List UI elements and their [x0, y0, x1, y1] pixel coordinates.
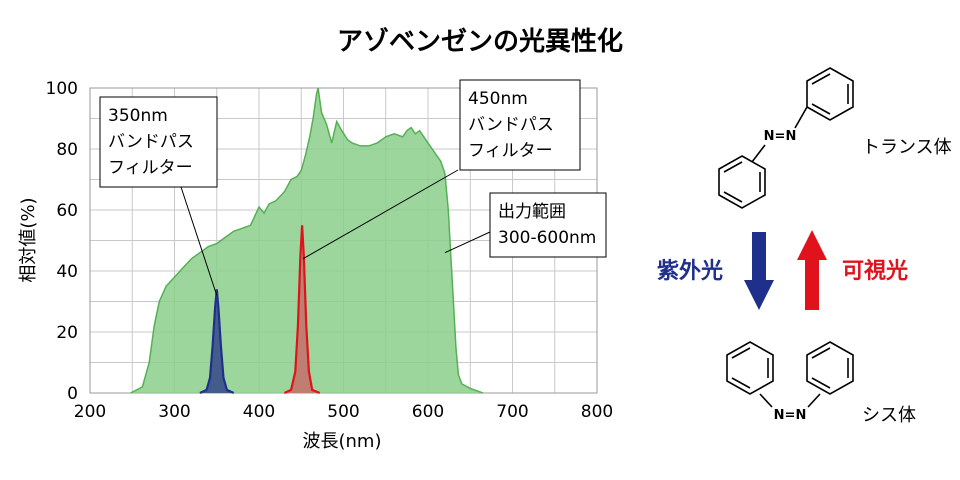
- trans-azobenzene: N=N トランス体: [718, 67, 952, 209]
- callout-leader: [180, 186, 218, 296]
- series-layer: [130, 87, 484, 395]
- x-tick-label: 300: [158, 402, 190, 422]
- y-tick-label: 20: [56, 323, 78, 343]
- benzene-double-bond: [731, 377, 751, 389]
- callout-leader: [444, 231, 491, 254]
- azo-bond-label: N=N: [774, 408, 807, 423]
- callout-text: 350nm: [108, 106, 168, 126]
- azo-bond-label: N=N: [764, 129, 797, 144]
- benzene-double-bond: [723, 191, 743, 203]
- bond: [807, 393, 821, 408]
- y-tick-label: 100: [46, 79, 78, 99]
- callout-text: フィルター: [108, 158, 193, 178]
- y-tick-label: 40: [56, 262, 78, 282]
- annotations: 350nmバンドパスフィルター450nmバンドパスフィルター出力範囲300-60…: [99, 79, 607, 296]
- uv-label: 紫外光: [657, 258, 723, 284]
- benzene-double-bond: [723, 161, 743, 173]
- series-area: [284, 225, 320, 393]
- bond: [751, 144, 766, 163]
- x-tick-label: 600: [412, 402, 444, 422]
- callout-text: フィルター: [468, 141, 553, 161]
- x-tick-label: 500: [327, 402, 359, 422]
- callout-text: 出力範囲: [498, 202, 566, 222]
- y-tick-label: 80: [56, 140, 78, 160]
- benzene-double-bond: [731, 347, 751, 359]
- y-axis-label: 相対値(%): [18, 197, 39, 282]
- benzene-ring: [726, 341, 774, 395]
- x-axis-label: 波長(nm): [303, 431, 382, 452]
- cis-azobenzene: N=N シス体: [726, 341, 916, 426]
- uv-arrow: [744, 232, 774, 310]
- bond: [759, 393, 773, 408]
- visible-arrow: [797, 230, 827, 310]
- benzene-double-bonds: [811, 73, 831, 85]
- callout-text: 450nm: [468, 89, 528, 109]
- bond: [794, 106, 808, 129]
- y-tick-label: 60: [56, 201, 78, 221]
- x-tick-label: 800: [581, 402, 613, 422]
- callout-text: バンドパス: [108, 132, 194, 152]
- benzene-double-bond: [811, 377, 831, 389]
- chart-title: アゾベンゼンの光異性化: [337, 26, 623, 57]
- callout-box: [489, 192, 607, 258]
- series-area: [199, 289, 234, 393]
- callout-box: [459, 79, 581, 171]
- benzene-double-bond: [811, 103, 831, 115]
- visible-label: 可視光: [842, 259, 908, 284]
- benzene-ring: [806, 341, 854, 395]
- trans-label: トランス体: [862, 137, 952, 158]
- benzene-ring: [718, 155, 766, 209]
- callout-leader: [302, 169, 459, 260]
- series-line: [283, 225, 321, 395]
- x-tick-label: 700: [496, 402, 528, 422]
- cis-label: シス体: [862, 405, 916, 426]
- callout-text: 300-600nm: [498, 228, 596, 248]
- callout-text: バンドパス: [468, 115, 554, 135]
- series-line: [199, 289, 235, 395]
- benzene-ring: [806, 67, 854, 121]
- axes: 200 300 400 500 600 700 800 0 20 40 60 80 100: [46, 79, 614, 422]
- y-tick-label: 0: [67, 384, 78, 404]
- benzene-double-bond: [811, 347, 831, 359]
- series-line: [130, 87, 484, 394]
- callout-box: [99, 96, 218, 188]
- x-tick-label: 400: [243, 402, 275, 422]
- x-tick-label: 200: [74, 402, 106, 422]
